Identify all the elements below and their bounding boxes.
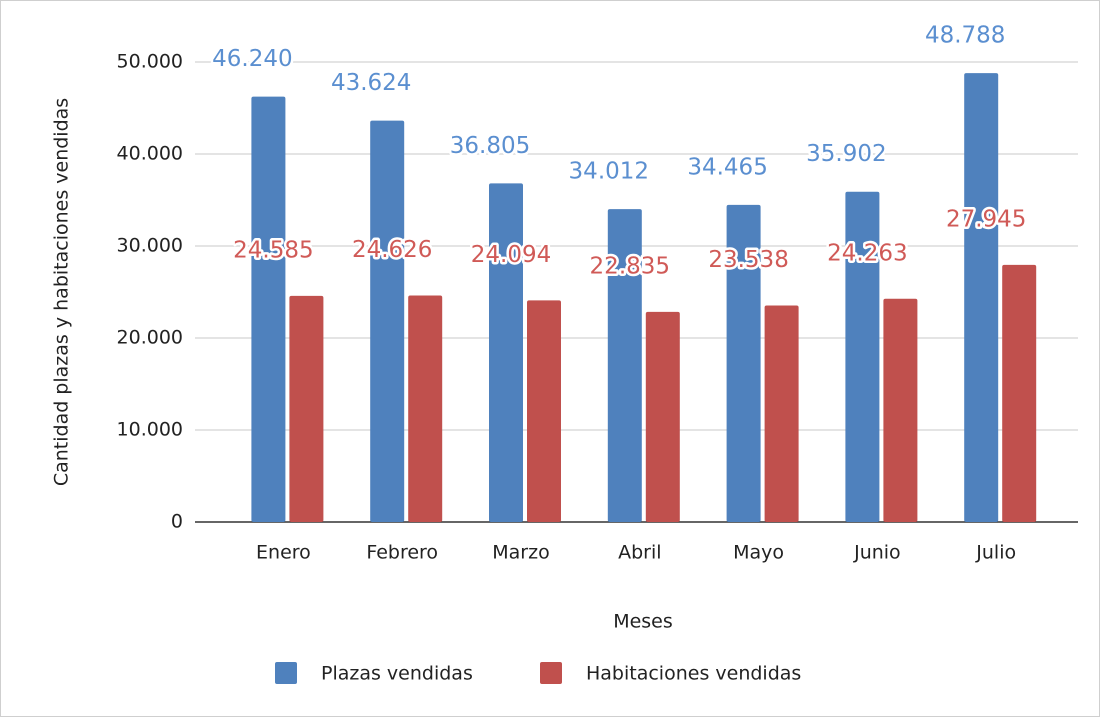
value-label: 34.012	[569, 159, 649, 185]
bar	[726, 204, 761, 522]
y-tick-label: 20.000	[117, 327, 183, 349]
legend-swatch	[540, 662, 562, 684]
value-label: 36.805	[450, 133, 530, 159]
x-tick-label: Marzo	[492, 542, 549, 564]
bar	[845, 191, 880, 522]
y-axis-title: Cantidad plazas y habitaciones vendidas	[51, 98, 73, 486]
value-label: 23.538	[708, 247, 788, 273]
y-tick-label: 40.000	[117, 143, 183, 165]
bar	[289, 295, 324, 522]
bar	[964, 73, 999, 523]
y-tick-label: 10.000	[117, 419, 183, 441]
x-axis-title: Meses	[613, 611, 673, 633]
value-label: 24.585	[233, 237, 313, 263]
bar	[370, 120, 405, 522]
value-label: 46.240	[212, 46, 292, 72]
y-tick-label: 30.000	[117, 235, 183, 257]
value-label: 48.788	[925, 23, 1005, 49]
value-label: 24.626	[352, 237, 432, 263]
value-label: 35.902	[806, 141, 886, 167]
value-label: 22.835	[590, 253, 670, 279]
legend-label: Habitaciones vendidas	[586, 663, 801, 685]
x-tick-label: Enero	[256, 542, 311, 564]
legend-label: Plazas vendidas	[321, 663, 473, 685]
value-label: 24.094	[471, 242, 551, 268]
value-label: 27.945	[946, 206, 1026, 232]
bar	[408, 295, 443, 522]
y-tick-label: 50.000	[117, 51, 183, 73]
bar	[527, 300, 561, 522]
x-tick-label: Mayo	[733, 542, 784, 564]
legend-swatch	[275, 662, 297, 684]
x-tick-label: Julio	[975, 542, 1016, 564]
bar	[883, 298, 918, 522]
bar	[645, 311, 680, 522]
y-tick-label: 0	[171, 511, 183, 533]
value-label: 43.624	[331, 70, 411, 96]
bar	[489, 183, 523, 523]
bar	[764, 305, 799, 522]
bar	[607, 209, 642, 522]
bar	[1002, 264, 1037, 522]
x-tick-label: Junio	[853, 542, 901, 564]
x-tick-label: Abril	[618, 542, 661, 564]
x-tick-label: Febrero	[366, 542, 438, 564]
bar	[251, 96, 286, 522]
value-label: 34.465	[687, 154, 767, 180]
value-label: 24.263	[827, 240, 907, 266]
